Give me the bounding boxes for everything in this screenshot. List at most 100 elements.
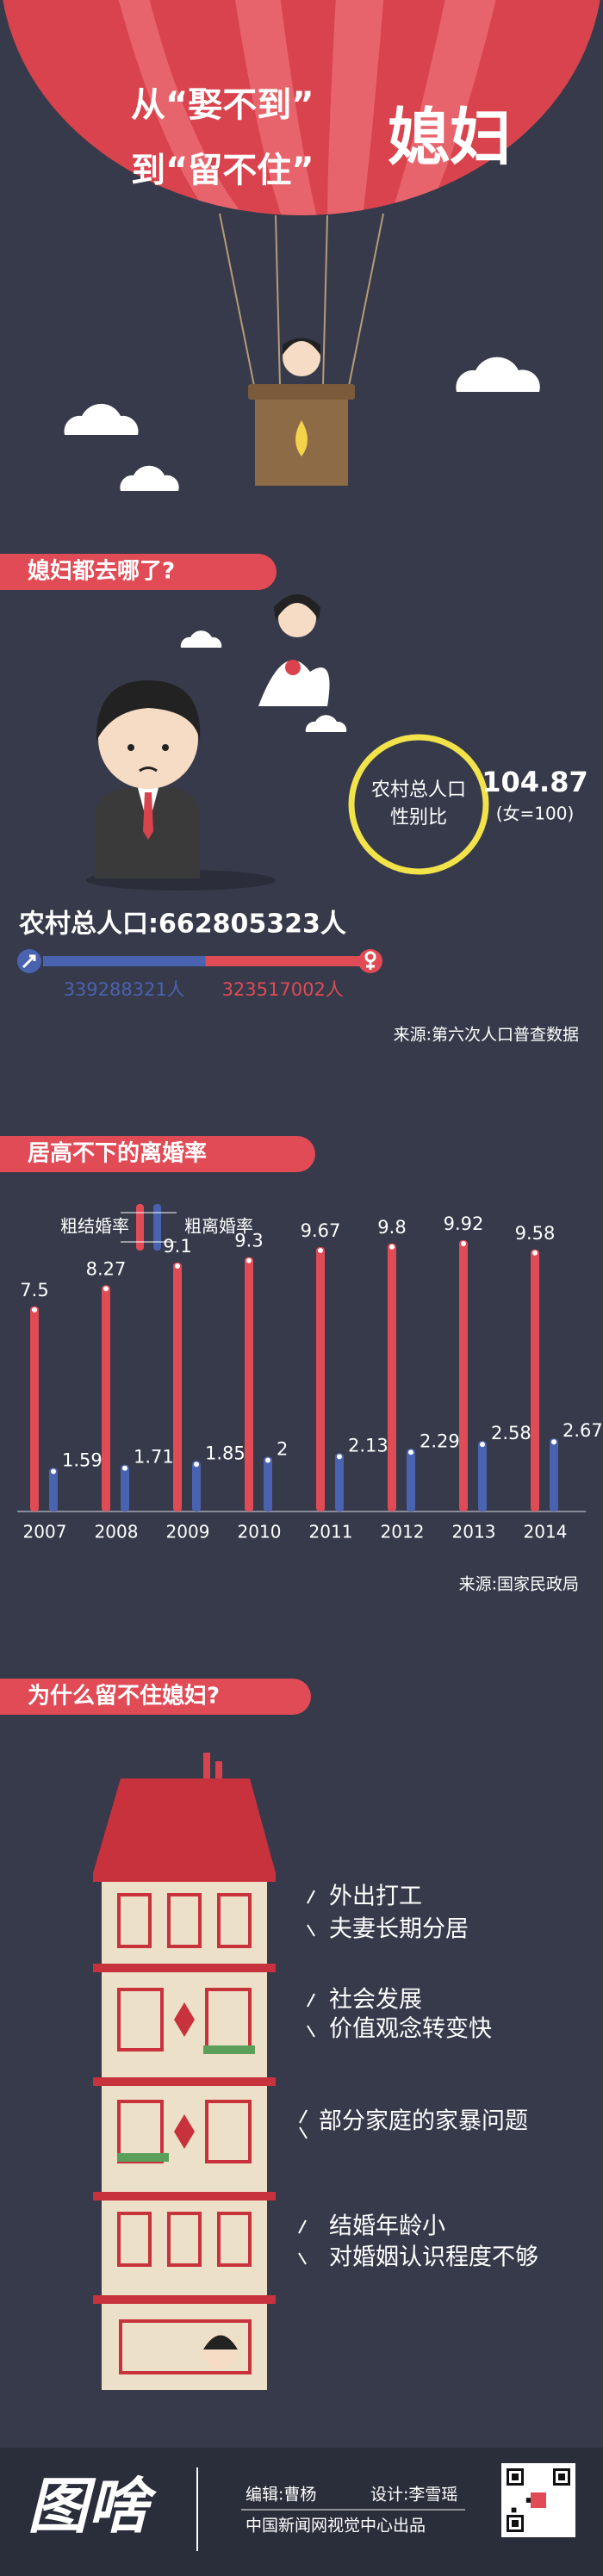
data-label: 1.85: [205, 1443, 246, 1463]
x-tick-label: 2011: [309, 1522, 353, 1542]
footer-credit: 编辑:曹杨: [246, 2486, 316, 2505]
reason-text: 部分家庭的家暴问题: [319, 2108, 528, 2135]
qr-code: [501, 2463, 575, 2537]
legend-label: 粗离婚率: [184, 1216, 253, 1237]
x-tick-label: 2014: [524, 1522, 568, 1542]
data-label: 9.3: [234, 1231, 263, 1251]
qr-cell: [525, 2498, 532, 2503]
data-label: 2.13: [348, 1435, 389, 1456]
bar: [192, 1461, 201, 1511]
bar-cap: [32, 1307, 37, 1313]
footer-logo: 图啥: [28, 2471, 157, 2542]
population-label: 339288321人: [64, 979, 185, 1000]
bar-cap: [103, 1286, 109, 1292]
ratio-ring: [348, 734, 489, 875]
footer-credit: 设计:李雪瑶: [370, 2486, 457, 2505]
population-label: 323517002人: [222, 979, 344, 1000]
bar-cap: [194, 1462, 199, 1468]
clouds: [64, 357, 540, 732]
man: [86, 680, 276, 891]
basket-rim: [248, 384, 355, 400]
bar: [264, 1456, 272, 1511]
data-label: 7.5: [20, 1280, 48, 1300]
ratio-value: 104.87: [482, 766, 587, 798]
data-label: 9.92: [444, 1214, 484, 1234]
x-tick-label: 2008: [95, 1522, 139, 1542]
legend-label: 粗结婚率: [60, 1216, 129, 1237]
girl-head: [283, 338, 320, 376]
legend-swatch: [136, 1204, 144, 1251]
population-bar: [205, 956, 360, 966]
x-tick-label: 2012: [381, 1522, 425, 1542]
data-label: 1.59: [62, 1450, 103, 1471]
bar-cap: [461, 1241, 466, 1246]
data-label: 9.8: [377, 1217, 406, 1238]
footer-producer: 中国新闻网视觉中心出品: [246, 2517, 426, 2536]
bar-cap: [337, 1454, 342, 1460]
data-label: 2.67: [563, 1420, 603, 1441]
x-tick-label: 2009: [166, 1522, 210, 1542]
section-heading: 媳妇都去哪了?: [28, 559, 175, 585]
bar-cap: [480, 1442, 485, 1448]
qr-finder: [558, 2474, 565, 2480]
reason-text: 价值观念转变快: [329, 2016, 492, 2043]
section-heading: 为什么留不住媳妇?: [28, 1683, 220, 1710]
bar: [49, 1468, 58, 1511]
data-label: 1.71: [134, 1447, 174, 1468]
bar-cap: [408, 1449, 413, 1456]
reason-text: 对婚姻认识程度不够: [329, 2244, 538, 2271]
legend-swatch: [153, 1204, 161, 1251]
source: 来源:第六次人口普查数据: [394, 1026, 579, 1045]
bar-cap: [389, 1244, 395, 1250]
girl-hair: [283, 338, 320, 355]
reason-text: 外出打工: [329, 1884, 422, 1910]
bar: [30, 1306, 39, 1511]
bar: [335, 1453, 344, 1511]
male-symbol-glyph: [22, 954, 36, 969]
section-tab: [0, 554, 277, 590]
lamp: [295, 420, 308, 456]
data-label: 2.29: [420, 1431, 460, 1451]
x-tick-label: 2010: [238, 1522, 282, 1542]
section-tab: [0, 1679, 311, 1715]
bar: [388, 1243, 396, 1511]
bar: [316, 1246, 325, 1511]
population-bar: [43, 956, 206, 966]
data-label: 2: [277, 1438, 288, 1459]
qr-finder: [512, 2474, 519, 2480]
bar: [531, 1249, 539, 1511]
section-heading: 居高不下的离婚率: [28, 1140, 207, 1167]
population-total: 农村总人口:662805323人: [18, 909, 346, 940]
reason-text: 夫妻长期分居: [329, 1916, 469, 1943]
bar: [121, 1464, 129, 1511]
data-label: 9.58: [515, 1223, 556, 1244]
data-label: 8.27: [86, 1258, 127, 1279]
x-tick-label: 2007: [23, 1522, 67, 1542]
bar: [478, 1441, 487, 1511]
source: 来源:国家民政局: [459, 1575, 579, 1594]
section-tab: [0, 1136, 315, 1172]
ratio-label: 农村总人口: [371, 779, 466, 801]
bar-cap: [246, 1257, 252, 1263]
bride: [258, 594, 330, 706]
ratio-label: 性别比: [390, 807, 447, 829]
bar-cap: [265, 1457, 270, 1463]
reason-marks: [298, 1890, 315, 2265]
title-line: 从“娶不到”: [131, 85, 314, 125]
female-symbol-glyph: [366, 961, 375, 970]
bar: [102, 1285, 110, 1511]
reason-text: 社会发展: [329, 1987, 422, 2014]
data-label: 9.1: [163, 1236, 191, 1257]
building: [93, 1753, 276, 2390]
bar: [550, 1438, 558, 1511]
bar: [459, 1240, 468, 1511]
bar-cap: [551, 1439, 556, 1445]
female-symbol-glyph: [364, 951, 376, 963]
bar: [407, 1449, 415, 1511]
bar-cap: [122, 1465, 127, 1471]
bar-cap: [532, 1250, 538, 1256]
data-label: 2.58: [491, 1423, 532, 1443]
ropes: [219, 213, 384, 387]
